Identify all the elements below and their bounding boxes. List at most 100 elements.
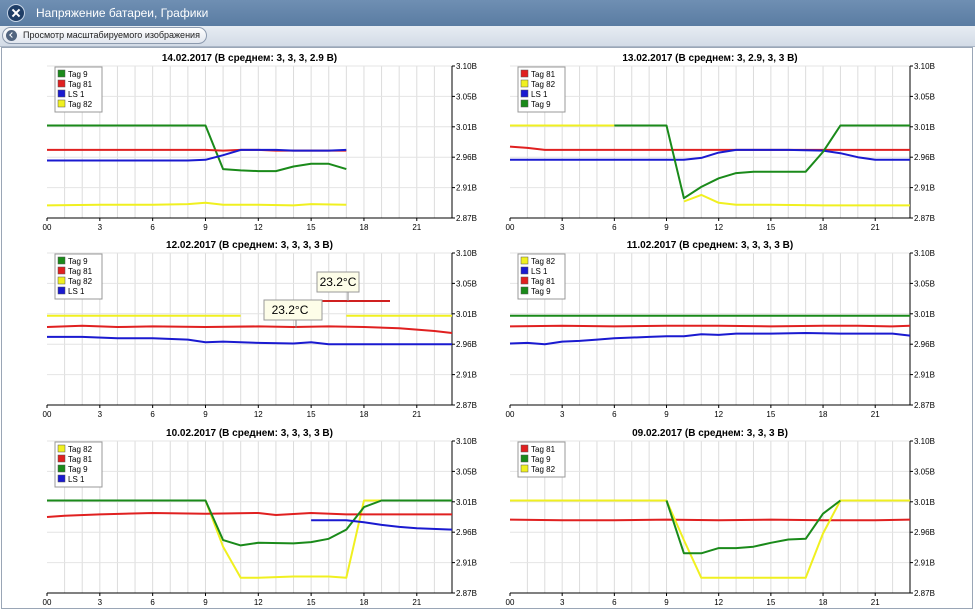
x-tick-label: 9	[664, 410, 669, 419]
window-title: Напряжение батареи, Графики	[36, 6, 209, 20]
legend-swatch	[57, 256, 66, 265]
legend-label: Tag 82	[68, 445, 93, 454]
series-line-ls-1	[509, 332, 911, 346]
x-tick-label: 12	[714, 598, 723, 607]
legend-label: Tag 9	[68, 465, 88, 474]
y-tick-label: 3.01В	[914, 498, 935, 507]
legend-label: Tag 81	[68, 455, 93, 464]
series-line-tag-82	[47, 499, 452, 579]
x-tick-label: 15	[766, 410, 775, 419]
y-tick-label: 3.10В	[914, 249, 935, 258]
x-tick-label: 3	[560, 223, 565, 232]
series-line-tag-81	[509, 145, 910, 151]
series-line-ls-1	[47, 148, 347, 162]
y-tick-label: 2.91В	[914, 184, 935, 193]
legend-label: Tag 9	[531, 287, 551, 296]
charts-area: 14.02.2017 (В среднем: 3, 3, 3, 2.9 В) 3.…	[1, 47, 973, 609]
x-tick-label: 00	[43, 598, 52, 607]
chart-title: 11.02.2017 (В среднем: 3, 3, 3, 3 В)	[627, 240, 793, 251]
y-tick-label: 2.96В	[456, 528, 477, 537]
y-tick-label: 3.10В	[456, 437, 477, 446]
x-tick-label: 15	[307, 223, 316, 232]
legend-label: Tag 81	[531, 277, 556, 286]
y-tick-label: 2.91В	[456, 371, 477, 380]
y-tick-label: 3.01В	[914, 123, 935, 132]
series-line-tag-82	[46, 201, 347, 207]
y-tick-label: 2.87В	[456, 589, 477, 598]
legend-swatch	[520, 454, 529, 463]
legend-label: LS 1	[531, 267, 548, 276]
y-tick-label: 2.87В	[914, 401, 935, 410]
x-tick-label: 21	[412, 598, 421, 607]
series-line-tag-81	[46, 512, 452, 518]
legend-swatch	[57, 464, 66, 473]
x-tick-label: 21	[412, 410, 421, 419]
back-button[interactable]: Просмотр масштабируемого изображения	[2, 27, 207, 44]
legend-swatch	[520, 464, 529, 473]
x-tick-label: 12	[714, 223, 723, 232]
chart-panel: 11.02.2017 (В среднем: 3, 3, 3, 3 В) 3.10…	[506, 240, 935, 419]
legend-label: LS 1	[68, 90, 85, 99]
legend-label: Tag 9	[68, 70, 88, 79]
y-tick-label: 2.96В	[914, 528, 935, 537]
series-line-ls-1	[510, 148, 910, 161]
legend-swatch	[520, 79, 529, 88]
series-line-tag-82	[510, 499, 910, 579]
x-tick-label: 3	[98, 598, 103, 607]
x-tick-label: 18	[360, 223, 369, 232]
x-tick-label: 15	[307, 598, 316, 607]
legend-swatch	[57, 89, 66, 98]
y-tick-label: 2.87В	[456, 401, 477, 410]
close-icon[interactable]	[7, 4, 25, 22]
legend-label: LS 1	[68, 287, 85, 296]
y-tick-label: 3.10В	[914, 437, 935, 446]
legend-label: Tag 81	[68, 80, 93, 89]
legend-label: Tag 81	[531, 70, 556, 79]
legend-swatch	[520, 276, 529, 285]
temperature-tooltips: 23.2°C 23.2°C	[263, 271, 390, 328]
x-tick-label: 00	[43, 223, 52, 232]
x-tick-label: 6	[150, 223, 155, 232]
x-tick-label: 6	[612, 223, 617, 232]
legend-swatch	[57, 276, 66, 285]
x-tick-label: 9	[203, 223, 208, 232]
legend-label: Tag 9	[531, 455, 551, 464]
y-tick-label: 2.91В	[456, 184, 477, 193]
y-tick-label: 3.01В	[456, 498, 477, 507]
x-tick-label: 21	[412, 223, 421, 232]
x-tick-label: 18	[360, 598, 369, 607]
chart-title: 12.02.2017 (В среднем: 3, 3, 3, 3 В)	[166, 240, 333, 251]
x-tick-label: 12	[254, 410, 263, 419]
tooltip-box	[316, 271, 360, 293]
y-tick-label: 3.10В	[456, 249, 477, 258]
x-tick-label: 3	[560, 598, 565, 607]
series-line-tag-81	[46, 324, 453, 334]
x-tick-label: 12	[714, 410, 723, 419]
legend-swatch	[520, 444, 529, 453]
x-tick-label: 15	[307, 410, 316, 419]
legend-label: Tag 82	[531, 465, 556, 474]
y-tick-label: 2.87В	[914, 214, 935, 223]
y-tick-label: 3.01В	[456, 123, 477, 132]
y-tick-label: 3.10В	[914, 62, 935, 71]
chart-title: 10.02.2017 (В среднем: 3, 3, 3, 3 В)	[166, 428, 333, 439]
y-tick-label: 3.05В	[914, 467, 935, 476]
x-tick-label: 9	[203, 410, 208, 419]
x-tick-label: 21	[871, 598, 880, 607]
chart-panel: 10.02.2017 (В среднем: 3, 3, 3, 3 В) 3.10…	[43, 428, 477, 607]
x-tick-label: 18	[819, 598, 828, 607]
legend-label: Tag 82	[531, 80, 556, 89]
x-tick-label: 9	[203, 598, 208, 607]
y-tick-label: 3.05В	[456, 467, 477, 476]
x-tick-label: 15	[766, 223, 775, 232]
legend-swatch	[520, 69, 529, 78]
x-tick-label: 9	[664, 598, 669, 607]
toolbar: Просмотр масштабируемого изображения	[0, 26, 975, 47]
legend-label: LS 1	[531, 90, 548, 99]
x-tick-label: 12	[254, 598, 263, 607]
legend-label: Tag 9	[68, 257, 88, 266]
x-tick-label: 6	[150, 598, 155, 607]
y-tick-label: 2.87В	[456, 214, 477, 223]
charts-canvas: 14.02.2017 (В среднем: 3, 3, 3, 2.9 В) 3.…	[43, 53, 935, 607]
legend-swatch	[520, 266, 529, 275]
